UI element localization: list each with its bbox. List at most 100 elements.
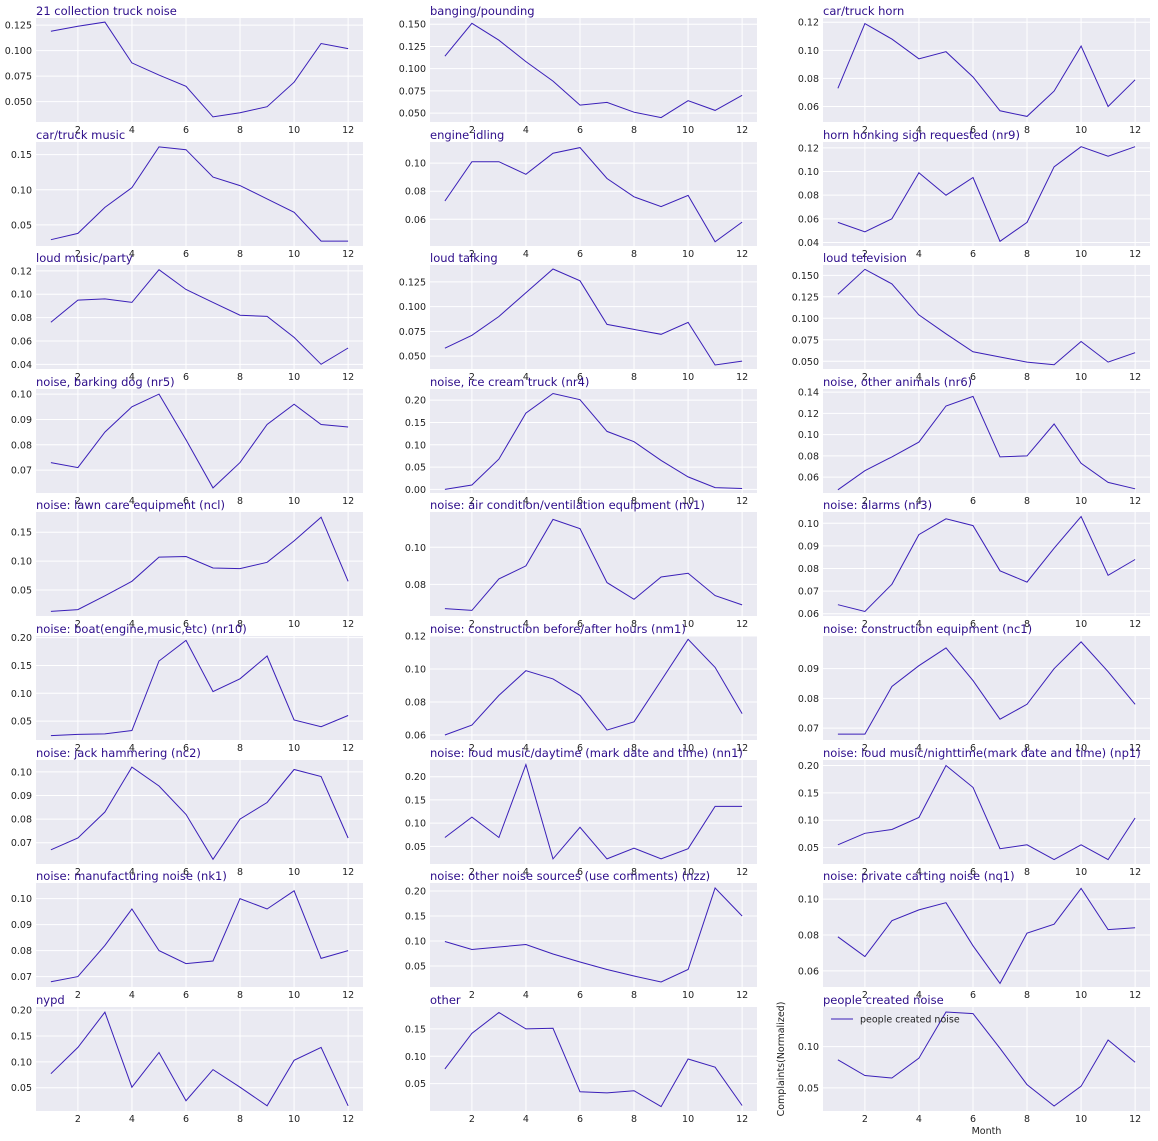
- y-tick-label: 0.15: [405, 1024, 426, 1035]
- x-tick-label: 8: [631, 619, 637, 630]
- chart-title: noise: air condition/ventilation equipme…: [430, 498, 705, 513]
- y-tick-label: 0.08: [798, 190, 819, 201]
- plot-area: [430, 759, 757, 864]
- chart-title: loud music/party: [36, 251, 133, 266]
- x-tick-label: 10: [682, 619, 694, 630]
- x-tick-label: 8: [631, 1114, 637, 1125]
- x-tick-label: 4: [916, 372, 922, 383]
- y-tick-label: 0.075: [399, 327, 426, 338]
- y-tick-label: 0.100: [399, 302, 426, 313]
- chart-svg: 2 4 6 8 10 12 0.050 0.075 0.100 0.125: [5, 18, 363, 136]
- x-tick-label: 12: [342, 372, 354, 383]
- chart-svg: 2 4 6 8 10 12 0.05 0.10 0.15 0.20: [405, 883, 757, 1001]
- plot-area: [430, 636, 757, 740]
- x-tick-label: 10: [288, 249, 300, 260]
- x-tick-label: 12: [736, 1114, 748, 1125]
- y-tick-label: 0.125: [792, 292, 819, 303]
- x-tick-label: 8: [1024, 743, 1030, 754]
- y-tick-label: 0.05: [11, 586, 32, 597]
- chart-svg: 2 4 6 8 10 12 0.050 0.075 0.100 0.125 0.150: [792, 265, 1150, 383]
- y-tick-label: 0.06: [798, 472, 819, 483]
- chart-svg: 2 4 6 8 10 12 0.05 0.10 0.15 0.20: [798, 759, 1150, 878]
- chart-svg: 2 4 6 8 10 12 0.06 0.08 0.10 0.12: [405, 632, 757, 754]
- series-line: [837, 395, 1136, 491]
- plot-area: [36, 265, 363, 370]
- chart-title: noise: loud music/nighttime(mark date an…: [823, 745, 1141, 760]
- chart-title: nypd: [36, 992, 65, 1007]
- plot-area: [430, 1006, 757, 1111]
- x-tick-label: 4: [916, 496, 922, 507]
- x-tick-label: 10: [288, 496, 300, 507]
- x-tick-label: 12: [1129, 1114, 1141, 1125]
- plot-area: [823, 1006, 1150, 1111]
- chart-panel: 2 4 6 8 10 12 0.050 0.075 0.100 0.125 21 collectio…: [0, 0, 369, 136]
- y-tick-label: 0.15: [798, 788, 819, 799]
- x-tick-label: 2: [75, 249, 81, 260]
- x-tick-label: 2: [862, 867, 868, 878]
- x-tick-label: 2: [862, 496, 868, 507]
- chart-title: people created noise: [823, 992, 944, 1007]
- chart-svg: 2 4 6 8 10 12 0.07 0.08 0.09 0.10: [11, 883, 363, 1001]
- x-tick-label: 8: [631, 249, 637, 260]
- x-tick-label: 10: [682, 990, 694, 1001]
- chart-title: noise: loud music/daytime (mark date and…: [430, 745, 743, 760]
- x-tick-label: 4: [129, 867, 135, 878]
- series-line: [837, 268, 1136, 366]
- y-tick-label: 0.10: [405, 937, 426, 948]
- x-tick-label: 2: [75, 372, 81, 383]
- y-tick-label: 0.125: [399, 42, 426, 53]
- x-tick-label: 2: [862, 619, 868, 630]
- y-tick-label: 0.09: [798, 664, 819, 675]
- chart-svg: 2 4 6 8 10 12 0.05 0.10 0.15 0.20: [11, 633, 363, 754]
- chart-title: horn honking sign requested (nr9): [823, 127, 1020, 142]
- plot-area: [430, 512, 757, 617]
- y-axis-label: Complaints(Normalized): [776, 1001, 787, 1116]
- x-tick-label: 10: [682, 125, 694, 136]
- chart-svg: 2 4 6 8 10 12 0.07 0.08 0.09: [798, 636, 1150, 754]
- y-tick-label: 0.05: [11, 717, 32, 728]
- x-tick-label: 2: [75, 496, 81, 507]
- chart-panel: 2 4 6 8 10 12 0.07 0.08 0.09 noise: construction …: [787, 618, 1156, 754]
- chart-svg: 2 4 6 8 10 12 0.05 0.10 0.15: [405, 1006, 757, 1125]
- y-tick-label: 0.15: [11, 1031, 32, 1042]
- chart-svg: 2 4 6 8 10 12 0.05 0.10 0.15: [11, 512, 363, 630]
- chart-svg: 2 4 6 8 10 12 0.06 0.07 0.08 0.09 0.10: [798, 512, 1150, 630]
- x-tick-label: 12: [736, 867, 748, 878]
- y-tick-label: 0.10: [798, 46, 819, 57]
- y-tick-label: 0.100: [399, 64, 426, 75]
- y-tick-label: 0.06: [405, 214, 426, 225]
- y-tick-label: 0.20: [405, 395, 426, 406]
- x-tick-label: 6: [577, 249, 583, 260]
- y-tick-label: 0.06: [798, 610, 819, 621]
- x-tick-label: 4: [523, 619, 529, 630]
- x-tick-label: 12: [736, 990, 748, 1001]
- x-tick-label: 10: [682, 867, 694, 878]
- x-tick-label: 10: [1075, 249, 1087, 260]
- chart-panel: 2 4 6 8 10 12 0.05 0.10 0.15 other: [394, 989, 763, 1125]
- y-tick-label: 0.12: [798, 143, 819, 154]
- x-tick-label: 10: [1075, 867, 1087, 878]
- x-tick-label: 10: [1075, 743, 1087, 754]
- y-tick-label: 0.10: [11, 389, 32, 400]
- y-tick-label: 0.125: [5, 21, 32, 32]
- chart-title: noise: construction equipment (nc1): [823, 622, 1033, 636]
- series-line: [50, 765, 349, 860]
- x-tick-label: 8: [237, 125, 243, 136]
- plot-area: [823, 512, 1150, 617]
- y-tick-label: 0.20: [405, 887, 426, 898]
- y-tick-label: 0.05: [405, 962, 426, 973]
- x-tick-label: 10: [682, 372, 694, 383]
- x-tick-label: 10: [1075, 990, 1087, 1001]
- chart-panel: 2 4 6 8 10 12 0.05 0.10 0.15 0.20 nypd: [0, 989, 369, 1125]
- x-tick-label: 12: [342, 1114, 354, 1125]
- chart-title: noise, other animals (nr6): [823, 374, 973, 389]
- x-tick-label: 10: [288, 619, 300, 630]
- x-tick-label: 4: [916, 125, 922, 136]
- plot-area: [823, 265, 1150, 370]
- y-tick-label: 0.15: [11, 528, 32, 539]
- x-tick-label: 2: [469, 372, 475, 383]
- y-tick-label: 0.08: [11, 313, 32, 324]
- x-tick-label: 12: [736, 372, 748, 383]
- chart-svg: 2 4 6 8 10 12 0.05 0.10 0.15 0.20: [405, 759, 757, 878]
- chart-panel: 2 4 6 8 10 12 0.04 0.06 0.08 0.10 0.12 horn honking…: [787, 124, 1156, 260]
